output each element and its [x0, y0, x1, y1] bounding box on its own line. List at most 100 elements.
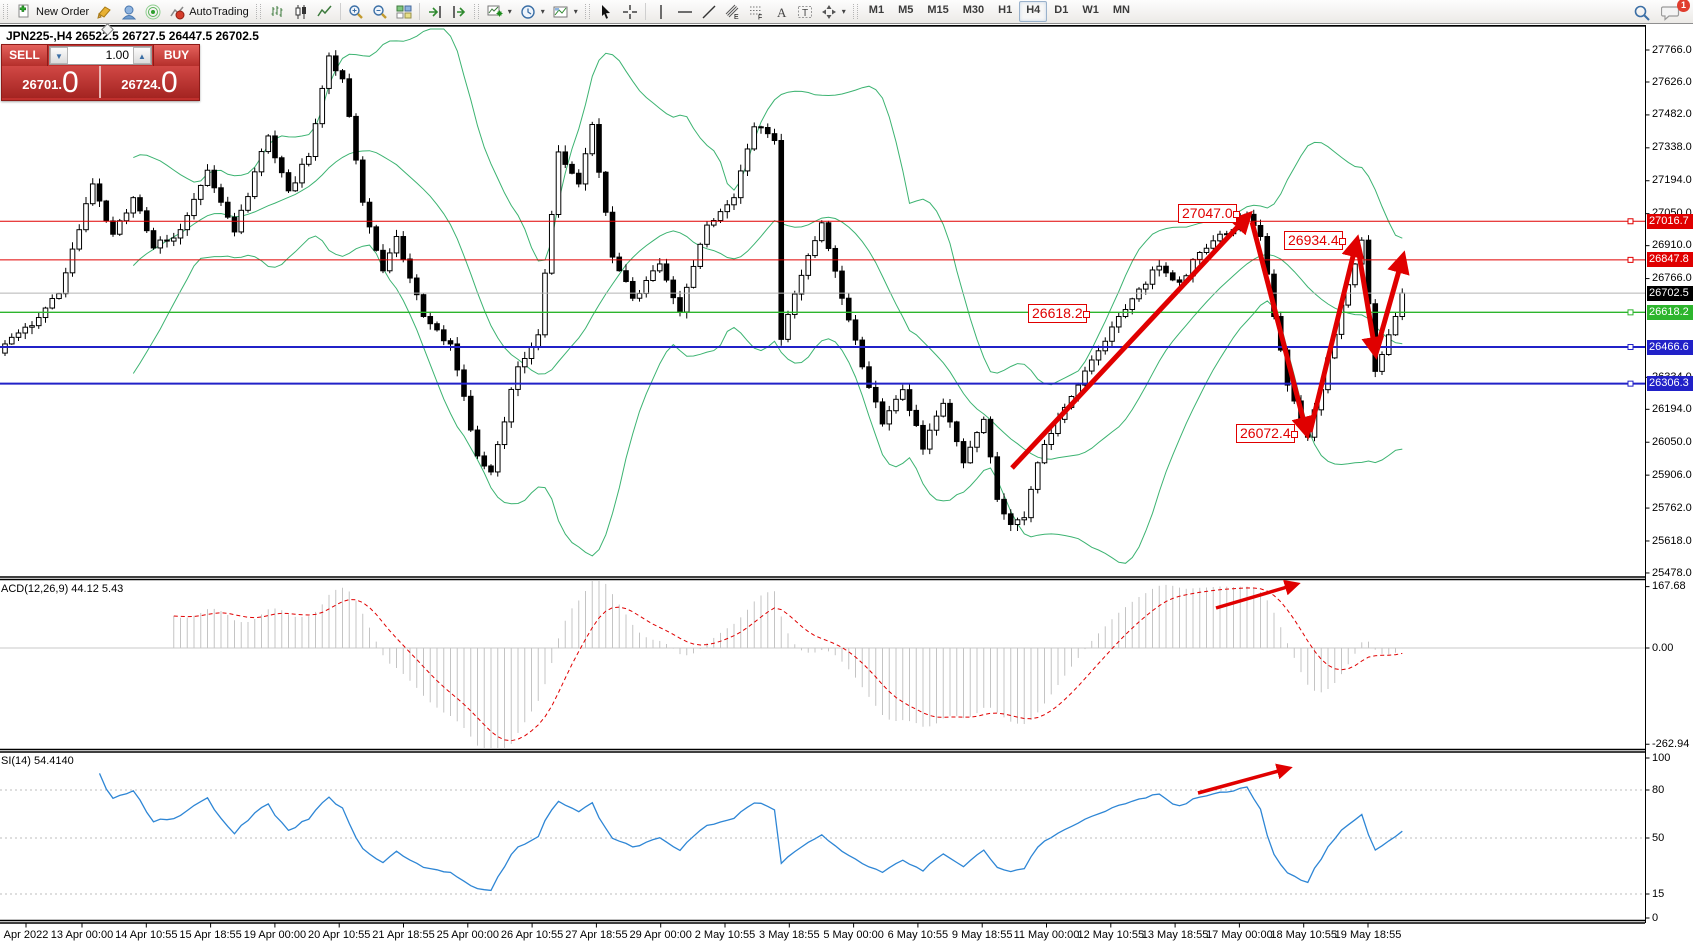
line-chart-icon	[317, 4, 333, 20]
time-axis-label: 13 May 18:55	[1141, 929, 1209, 941]
bollinger-band-l	[132, 235, 1403, 564]
trend-arrow[interactable]	[1355, 247, 1385, 360]
timeframe-h1[interactable]: H1	[998, 4, 1013, 16]
signals-icon	[145, 4, 161, 20]
time-axis-label: 21 Apr 18:55	[372, 929, 435, 941]
toolbar-grip[interactable]	[473, 4, 479, 19]
tile-windows-button[interactable]	[392, 1, 416, 22]
timeframe-mn[interactable]: MN	[1112, 4, 1130, 16]
crosshair-button[interactable]	[618, 1, 642, 22]
timeframe-m15[interactable]: M15	[927, 4, 949, 16]
time-axis-label: 3 May 18:55	[759, 929, 820, 941]
level-handle[interactable]	[1627, 256, 1634, 263]
buy-price[interactable]: 26724. 0	[101, 66, 198, 98]
signals-button[interactable]	[141, 1, 165, 22]
new-order-button[interactable]: New Order	[12, 1, 93, 22]
bar-chart-button[interactable]	[265, 1, 289, 22]
time-axis-label: 15 Apr 18:55	[179, 929, 242, 941]
trend-arrow[interactable]	[1307, 234, 1365, 433]
y-axis-tick: 27766.0	[1652, 43, 1692, 56]
cursor-button[interactable]	[594, 1, 618, 22]
toolbar: New Order AutoTrading	[0, 0, 1693, 24]
autotrading-button[interactable]: AutoTrading	[165, 1, 253, 22]
volume-increase-button[interactable]: ▲	[133, 47, 151, 64]
expert-advisors-button[interactable]	[117, 1, 141, 22]
new-chart-button[interactable]: ▾	[483, 1, 516, 22]
timeframe-w1[interactable]: W1	[1082, 4, 1099, 16]
templates-button[interactable]: ▾	[549, 1, 582, 22]
channel-tool[interactable]: E	[721, 1, 745, 22]
macd-arrow[interactable]	[1215, 579, 1301, 610]
y-axis-tick: 27338.0	[1652, 141, 1692, 154]
timeframe-d1[interactable]: D1	[1054, 4, 1069, 16]
arrow-shapes-icon	[821, 4, 837, 20]
text-label-tool[interactable]: T	[793, 1, 817, 22]
level-handle[interactable]	[1627, 380, 1634, 387]
trend-arrow[interactable]	[1249, 221, 1314, 440]
time-axis-label: Apr 2022	[3, 929, 49, 941]
price-axis-label-resistance: 26847.8	[1647, 252, 1693, 268]
price-annotation[interactable]: 26072.4	[1236, 424, 1298, 443]
search-icon[interactable]	[1633, 4, 1650, 21]
zoom-in-button[interactable]	[344, 1, 368, 22]
chevron-down-icon: ▾	[540, 7, 545, 16]
time-axis-label: 12 May 10:55	[1077, 929, 1145, 941]
trendline-tool[interactable]	[697, 1, 721, 22]
volume-decrease-button[interactable]: ▼	[50, 47, 68, 64]
level-handle[interactable]	[1627, 344, 1634, 351]
buy-button[interactable]: BUY	[153, 45, 199, 66]
auto-scroll-button[interactable]	[423, 1, 447, 22]
level-handle[interactable]	[1627, 218, 1634, 225]
svg-text:E: E	[734, 14, 739, 20]
price-chart-canvas[interactable]	[0, 0, 1650, 945]
auto-scroll-icon	[427, 4, 443, 20]
chart-shift-button[interactable]	[447, 1, 471, 22]
rsi-axis-tick: 80	[1652, 783, 1665, 796]
line-chart-button[interactable]	[313, 1, 337, 22]
price-annotation[interactable]: 27047.0	[1178, 204, 1240, 223]
text-tool[interactable]: A	[769, 1, 793, 22]
y-axis-tick: 26910.0	[1652, 239, 1692, 252]
vertical-line-icon	[653, 4, 669, 20]
price-annotation[interactable]: 26618.2	[1028, 304, 1090, 323]
sell-button[interactable]: SELL	[2, 45, 48, 66]
candlestick-chart-button[interactable]	[289, 1, 313, 22]
chart-period-button[interactable]: ▾	[516, 1, 549, 22]
level-handle[interactable]	[1627, 309, 1634, 316]
text-label-icon: T	[797, 4, 813, 20]
candlestick-chart-icon	[293, 4, 309, 20]
trendline-icon	[701, 4, 717, 20]
toolbar-grip[interactable]	[3, 4, 8, 19]
time-axis-label: 26 Apr 10:55	[500, 929, 564, 941]
fibonacci-tool[interactable]: F	[745, 1, 769, 22]
toolbar-separator	[418, 3, 420, 20]
y-axis-tick: 25618.0	[1652, 534, 1692, 547]
time-axis-label: 14 Apr 10:55	[115, 929, 178, 941]
timeframe-h4[interactable]: H4	[1019, 1, 1048, 22]
macd-indicator-label: ACD(12,26,9) 44.12 5.43	[1, 583, 124, 595]
volume-input[interactable]: 1.00	[105, 48, 129, 62]
rsi-arrow[interactable]	[1197, 763, 1293, 795]
price-annotation[interactable]: 26934.4	[1284, 231, 1346, 250]
trend-arrow[interactable]	[1010, 210, 1253, 470]
toolbar-grip[interactable]	[852, 4, 858, 19]
trend-arrow[interactable]	[1373, 250, 1410, 353]
chat-icon[interactable]: 1	[1660, 0, 1690, 21]
y-axis-tick: 25478.0	[1652, 566, 1692, 579]
metaeditor-button[interactable]	[93, 1, 117, 22]
toolbar-grip[interactable]	[584, 4, 590, 19]
arrows-tool[interactable]: ▾	[817, 1, 850, 22]
toolbar-grip[interactable]	[255, 4, 261, 19]
zoom-out-button[interactable]	[368, 1, 392, 22]
sell-price[interactable]: 26701. 0	[2, 66, 101, 98]
horizontal-line-tool[interactable]	[673, 1, 697, 22]
zoom-out-icon	[372, 4, 388, 20]
vertical-line-tool[interactable]	[649, 1, 673, 22]
timeframe-m5[interactable]: M5	[898, 4, 914, 16]
svg-text:T: T	[802, 8, 808, 19]
timeframe-m1[interactable]: M1	[868, 4, 885, 16]
timeframe-m30[interactable]: M30	[962, 4, 985, 16]
time-axis-label: 17 May 00:00	[1206, 929, 1273, 941]
cursor-icon	[598, 4, 614, 20]
